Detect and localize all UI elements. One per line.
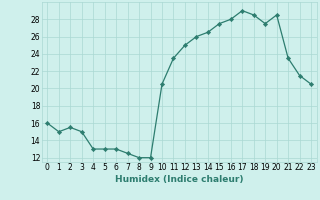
X-axis label: Humidex (Indice chaleur): Humidex (Indice chaleur) xyxy=(115,175,244,184)
